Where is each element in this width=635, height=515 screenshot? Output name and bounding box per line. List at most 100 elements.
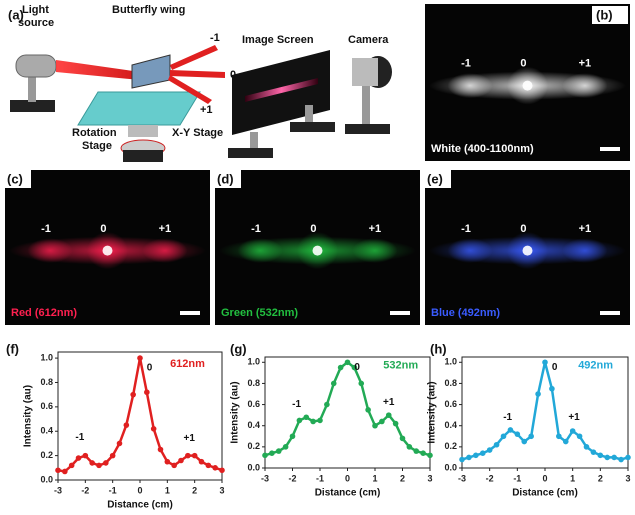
data-point: [521, 438, 528, 445]
scale-bar: [600, 311, 620, 315]
y-tick-label: 1.0: [444, 357, 457, 367]
x-tick-label: 2: [598, 473, 603, 483]
data-point: [406, 444, 413, 450]
annotation: 0: [354, 362, 360, 373]
x-tick-label: -3: [261, 473, 269, 483]
label: Rotation: [72, 127, 117, 139]
data-point: [68, 462, 75, 469]
caption: White (400-1100nm): [431, 143, 534, 155]
data-point: [205, 462, 212, 469]
data-point: [604, 454, 611, 461]
data-point: [459, 456, 465, 463]
photo-panel: -1 0 +1 White (400-1100nm) (b): [425, 4, 630, 161]
data-point: [330, 380, 337, 387]
data-point: [96, 462, 102, 469]
series-label: 492nm: [578, 359, 613, 371]
data-point: [625, 454, 631, 461]
data-point: [55, 467, 61, 474]
base: [228, 148, 273, 158]
annotation: +1: [568, 412, 580, 423]
order-label: -1: [461, 58, 471, 70]
data-point: [324, 401, 330, 408]
post: [250, 132, 258, 152]
panel-label: (a): [8, 7, 24, 22]
plot-frame: [264, 356, 431, 469]
x-tick-label: 3: [219, 485, 224, 495]
y-axis-label: Intensity (au): [23, 385, 34, 447]
side-spot: [562, 73, 608, 99]
data-point: [486, 447, 493, 453]
xy-stage: [77, 91, 201, 126]
data-point: [507, 427, 514, 433]
data-point: [178, 457, 184, 464]
side-spot: [237, 238, 283, 263]
panel-label: (g): [230, 341, 247, 356]
y-tick-label: 1.0: [40, 352, 53, 362]
label: Stage: [82, 140, 112, 152]
data-point: [542, 359, 548, 366]
panel-label: (d): [217, 171, 234, 186]
data-point: [62, 468, 68, 475]
center-core: [522, 80, 533, 91]
x-tick-label: -3: [54, 485, 62, 495]
data-point: [191, 452, 198, 459]
base: [290, 122, 335, 132]
scale-bar: [180, 311, 200, 315]
y-tick-label: 0.4: [247, 420, 260, 430]
data-point: [372, 422, 378, 429]
data-point: [493, 441, 500, 448]
data-point: [514, 431, 521, 437]
x-tick-label: 2: [192, 485, 197, 495]
x-tick-label: -2: [288, 473, 296, 483]
x-tick-label: -1: [316, 473, 324, 483]
side-spot: [352, 238, 398, 263]
beam: [168, 75, 212, 104]
order-label: +1: [369, 223, 382, 235]
data-point: [413, 448, 420, 454]
post: [362, 86, 370, 126]
x-tick-label: 3: [427, 473, 432, 483]
label: Light: [22, 4, 49, 16]
order-label: +1: [579, 58, 592, 70]
y-tick-label: 1.0: [247, 357, 260, 367]
panel-label: (b): [596, 7, 613, 22]
data-point: [556, 433, 562, 440]
data-point: [583, 444, 590, 450]
y-tick-label: 0.2: [444, 441, 457, 451]
line-chart: 0.0 0.2 0.4 0.6 0.8 1.0 -3 -2 -1 0 1 2 3 Distance (cm…: [6, 341, 225, 511]
y-axis-label: Intensity (au): [230, 381, 241, 443]
y-tick-label: 0.8: [40, 377, 53, 387]
x-tick-label: 1: [372, 473, 377, 483]
data-point: [130, 391, 136, 398]
x-tick-label: 2: [400, 473, 405, 483]
photo-panel: -1 0 +1 Red (612nm) (c): [5, 170, 210, 325]
y-tick-label: 0.6: [444, 399, 457, 409]
data-point: [344, 359, 351, 366]
data-point: [123, 422, 130, 428]
order-label: -1: [251, 223, 261, 235]
order-label: 0: [520, 223, 526, 235]
data-point: [289, 433, 296, 440]
data-point: [262, 452, 268, 459]
data-point: [144, 389, 150, 396]
data-point: [618, 456, 624, 463]
data-point: [317, 417, 323, 424]
data-point: [157, 446, 164, 453]
label: Image Screen: [242, 34, 314, 46]
data-point: [479, 450, 486, 457]
y-tick-label: 0.2: [40, 450, 53, 460]
data-point: [212, 465, 218, 471]
side-spot: [447, 73, 493, 99]
y-tick-label: 0.8: [444, 378, 457, 388]
data-point: [185, 452, 191, 459]
y-tick-label: 0.0: [444, 462, 457, 472]
panel-label: (f): [6, 341, 19, 356]
annotation: -1: [503, 412, 512, 423]
annotation: +1: [383, 397, 395, 408]
data-point: [150, 426, 157, 432]
data-point: [275, 448, 282, 454]
order-label: 0: [100, 223, 106, 235]
data-point: [590, 449, 597, 455]
label-bg: [592, 6, 628, 24]
